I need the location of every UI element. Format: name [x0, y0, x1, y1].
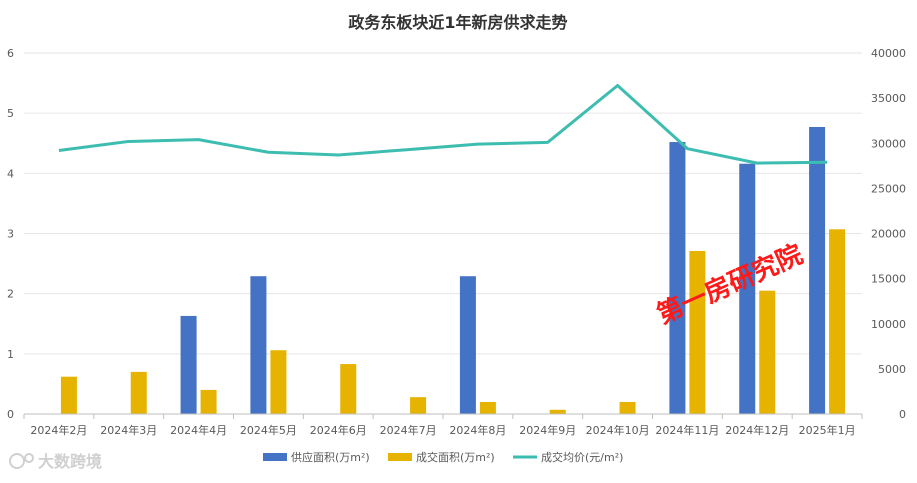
x-tick-label: 2024年7月	[380, 423, 437, 437]
axis-layer: 0 1 2 3 4 5 6 0 5000 10000 15000 20000 25000 30000 350…	[7, 47, 906, 437]
bars-layer	[60, 127, 846, 414]
legend: 供应面积(万m²) 成交面积(万m²) 成交均价(元/m²)	[263, 450, 623, 464]
y-right-tick-label: 25000	[871, 182, 906, 195]
bar	[180, 315, 197, 414]
y-right-tick-label: 5000	[878, 363, 906, 376]
y-right-tick-label: 0	[899, 408, 906, 421]
logo-icon	[9, 453, 34, 469]
bar	[410, 397, 427, 414]
legend-swatch	[263, 453, 287, 461]
line-layer	[58, 83, 828, 165]
y-left-tick-label: 3	[7, 228, 14, 241]
y-left-tick-label: 1	[7, 348, 14, 361]
logo: 大数跨境	[9, 452, 102, 471]
bar	[479, 401, 496, 414]
logo-text: 大数跨境	[38, 452, 102, 471]
bar	[689, 250, 706, 414]
bar	[60, 376, 77, 414]
y-right-tick-label: 40000	[871, 47, 906, 60]
x-tick-label: 2024年2月	[30, 423, 87, 437]
y-right-tick-label: 30000	[871, 137, 906, 150]
grid-layer	[24, 52, 862, 415]
legend-swatch	[388, 453, 412, 461]
x-tick-label: 2024年8月	[449, 423, 506, 437]
x-tick-label: 2024年4月	[170, 423, 227, 437]
x-tick-label: 2024年12月	[725, 423, 789, 437]
y-left-tick-label: 5	[7, 107, 14, 120]
y-left-tick-label: 0	[7, 408, 14, 421]
y-left-tick-label: 6	[7, 47, 14, 60]
x-tick-label: 2024年5月	[240, 423, 297, 437]
x-tick-label: 2024年3月	[100, 423, 157, 437]
bar	[669, 142, 686, 414]
x-tick-label: 2024年9月	[519, 423, 576, 437]
bar	[549, 409, 566, 414]
y-right-tick-label: 15000	[871, 273, 906, 286]
bar	[200, 389, 217, 414]
bar	[270, 350, 287, 414]
series-line	[58, 83, 828, 165]
chart-title: 政务东板块近1年新房供求走势	[348, 13, 567, 32]
y-right-tick-label: 35000	[871, 92, 906, 105]
x-tick-label: 2024年10月	[586, 423, 650, 437]
bar	[459, 276, 476, 414]
x-tick-label: 2024年6月	[310, 423, 367, 437]
y-left-tick-label: 4	[7, 167, 14, 180]
y-left-tick-label: 2	[7, 288, 14, 301]
y-right-tick-label: 10000	[871, 318, 906, 331]
legend-label: 供应面积(万m²)	[291, 450, 370, 464]
bar	[340, 364, 357, 414]
bar	[739, 163, 756, 414]
x-tick-label: 2024年11月	[655, 423, 719, 437]
bar	[250, 276, 267, 414]
bar	[619, 401, 636, 414]
bar	[809, 127, 826, 414]
bar	[130, 371, 147, 414]
y-right-tick-label: 20000	[871, 228, 906, 241]
legend-label: 成交面积(万m²)	[416, 450, 495, 464]
bar	[759, 290, 776, 414]
x-tick-label: 2025年1月	[799, 423, 856, 437]
legend-label: 成交均价(元/m²)	[541, 450, 623, 464]
bar	[829, 229, 846, 414]
